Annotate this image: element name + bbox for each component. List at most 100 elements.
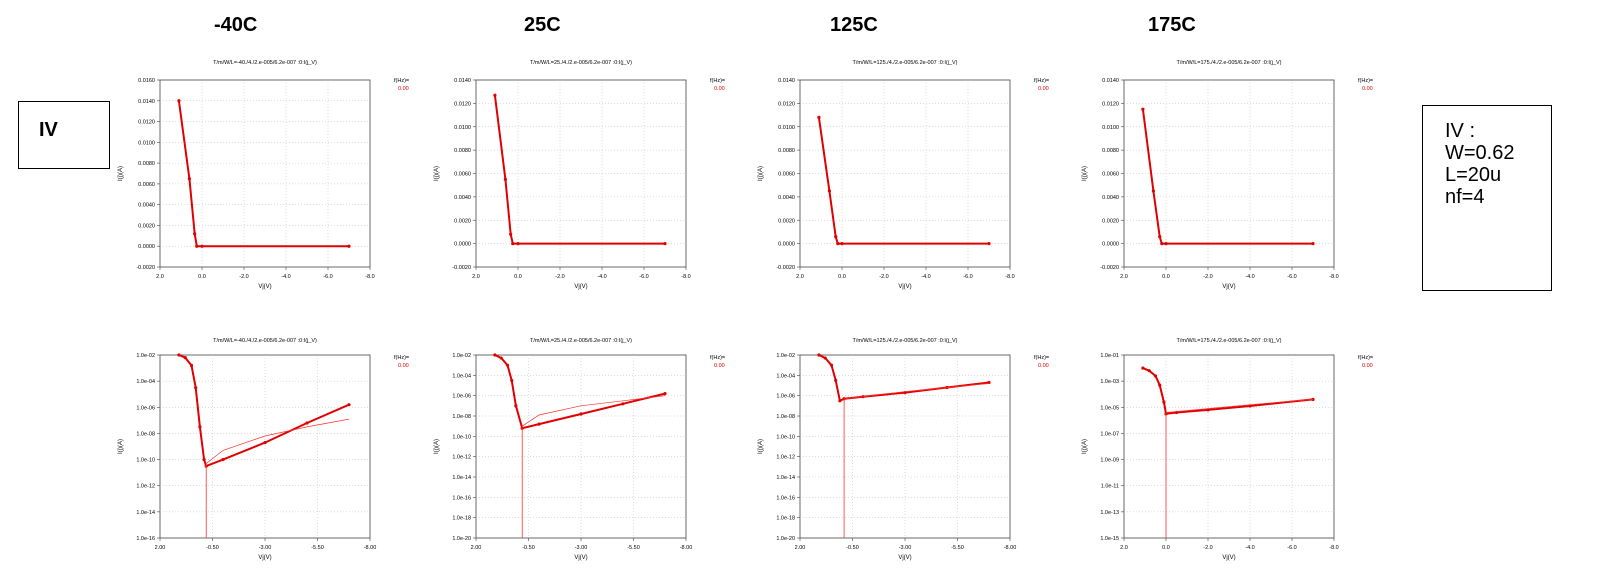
- y-tick-label: 0.0060: [778, 172, 795, 178]
- data-point: [198, 425, 202, 429]
- data-point: [1153, 374, 1158, 378]
- data-point: [499, 356, 503, 360]
- x-tick-label: -2.0: [1203, 274, 1212, 280]
- x-tick-label: 2.00: [795, 545, 806, 551]
- x-tick-label: 0.0: [1162, 274, 1170, 280]
- chart-log-4: T/m/W/L=175./4./2.e-005/6.2e-007 :0:I(j_…: [1082, 338, 1373, 561]
- y-tick-label: 0.0140: [138, 99, 155, 105]
- x-tick-label: -8.00: [1004, 545, 1017, 551]
- x-tick-label: -4.0: [1245, 274, 1254, 280]
- column-title-minus40: -40C: [214, 14, 258, 36]
- data-point: [221, 457, 225, 462]
- y-tick-label: 0.0140: [778, 78, 795, 84]
- data-point: [1164, 242, 1168, 246]
- x-tick-label: 2.0: [156, 274, 164, 280]
- x-tick-label: -6.0: [1287, 274, 1296, 280]
- y-tick-label: 0.0060: [138, 182, 155, 188]
- y-tick-label: -0.0020: [776, 265, 795, 271]
- y-tick-label: 1.0e-06: [776, 394, 795, 400]
- x-tick-label: -8.0: [681, 274, 690, 280]
- y-tick-label: 1.0e-11: [1101, 484, 1119, 490]
- data-point: [987, 242, 991, 246]
- data-point: [202, 457, 206, 462]
- chart-lin-2: T/m/W/L=25./4./2.e-005/6.2e-007 :0:I(j_V…: [434, 60, 725, 290]
- y-tick-label: 1.0e-06: [452, 394, 471, 400]
- data-point: [200, 244, 204, 248]
- fit-line: [522, 395, 666, 427]
- series-line: [1142, 367, 1314, 415]
- y-tick-label: 1.0e-16: [776, 495, 795, 501]
- x-tick-label: -0.50: [206, 545, 219, 551]
- data-point: [1162, 400, 1166, 404]
- x-tick-label: 0.0: [514, 274, 522, 280]
- info-line-1: IV :: [1445, 120, 1476, 142]
- y-tick-label: 0.0040: [138, 203, 155, 209]
- y-tick-label: 1.0e-10: [452, 434, 471, 440]
- x-tick-label: -6.0: [963, 274, 972, 280]
- y-tick-label: 0.0060: [454, 172, 471, 178]
- legend-value: 0.00: [1362, 86, 1373, 92]
- data-point: [838, 399, 842, 403]
- y-tick-label: 1.0e-02: [136, 353, 155, 359]
- y-tick-label: 0.0060: [1102, 172, 1119, 178]
- data-point: [511, 242, 515, 246]
- y-tick-label: 1.0e-20: [776, 536, 795, 542]
- legend-value: 0.00: [714, 86, 725, 92]
- x-tick-label: -0.50: [522, 545, 535, 551]
- data-point: [187, 177, 191, 181]
- x-tick-label: -3.00: [899, 545, 912, 551]
- data-point: [503, 177, 507, 181]
- plot-frame: [159, 79, 371, 268]
- y-tick-label: 0.0040: [454, 195, 471, 201]
- data-point: [305, 421, 309, 425]
- x-axis-label: Vj(V): [258, 555, 271, 561]
- x-tick-label: -8.0: [1005, 274, 1014, 280]
- y-tick-label: 1.0e-05: [1100, 405, 1119, 411]
- y-tick-label: 0.0080: [1102, 148, 1119, 154]
- chart-title: T/m/W/L=25./4./2.e-005/6.2e-007 :0:I(j_V…: [530, 60, 632, 66]
- series-line: [494, 354, 666, 430]
- y-tick-label: 1.0e-01: [1100, 353, 1119, 359]
- y-tick-label: 0.0000: [454, 242, 471, 248]
- y-tick-label: 0.0140: [1102, 78, 1119, 84]
- y-tick-label: 1.0e-08: [136, 431, 155, 437]
- x-tick-label: -2.0: [1203, 545, 1212, 551]
- data-point: [347, 403, 351, 407]
- y-tick-label: 1.0e-16: [136, 536, 155, 542]
- x-tick-label: 2.0: [796, 274, 804, 280]
- x-tick-label: -4.0: [281, 274, 290, 280]
- y-tick-label: 1.0e-18: [776, 516, 795, 522]
- data-point: [621, 402, 625, 406]
- x-axis-label: Vj(V): [1222, 555, 1235, 561]
- data-point: [579, 412, 583, 416]
- y-tick-label: 1.0e-18: [452, 516, 471, 522]
- y-tick-label: 0.0100: [138, 140, 155, 146]
- x-tick-label: -8.00: [680, 545, 693, 551]
- legend-value: 0.00: [1362, 363, 1373, 369]
- x-axis-label: Vj(V): [574, 284, 587, 290]
- legend-label: f(Hz)=: [394, 355, 409, 361]
- y-tick-label: 0.0000: [1102, 242, 1119, 248]
- legend-value: 0.00: [398, 86, 409, 92]
- x-tick-label: -5.50: [311, 545, 324, 551]
- data-point: [1248, 404, 1252, 408]
- data-point: [1311, 242, 1315, 246]
- y-axis-label: I(j)(A): [434, 166, 440, 181]
- x-tick-label: -5.50: [951, 545, 964, 551]
- data-point: [263, 440, 267, 445]
- chart-title: T/m/W/L=125./4./2.e-005/6.2e-007 :0:I(j_…: [852, 338, 957, 344]
- y-axis-label: I(j)(A): [434, 439, 440, 454]
- data-point: [177, 99, 181, 103]
- legend-label: f(Hz)=: [1034, 78, 1049, 84]
- data-point: [514, 404, 518, 408]
- fit-line: [205, 418, 350, 464]
- y-axis-label: I(j)(A): [1082, 166, 1088, 181]
- y-tick-label: 0.0100: [1102, 125, 1119, 131]
- y-tick-label: 0.0020: [1102, 218, 1119, 224]
- data-point: [189, 363, 194, 368]
- chart-lin-1: T/m/W/L=-40./4./2.e-005/6.2e-007 :0:I(j_…: [118, 60, 409, 290]
- y-tick-label: 1.0e-13: [1100, 510, 1119, 516]
- x-tick-label: 2.0: [472, 274, 480, 280]
- x-tick-label: -3.00: [575, 545, 588, 551]
- chart-title: T/m/W/L=175./4./2.e-005/6.2e-007 :0:I(j_…: [1176, 338, 1281, 344]
